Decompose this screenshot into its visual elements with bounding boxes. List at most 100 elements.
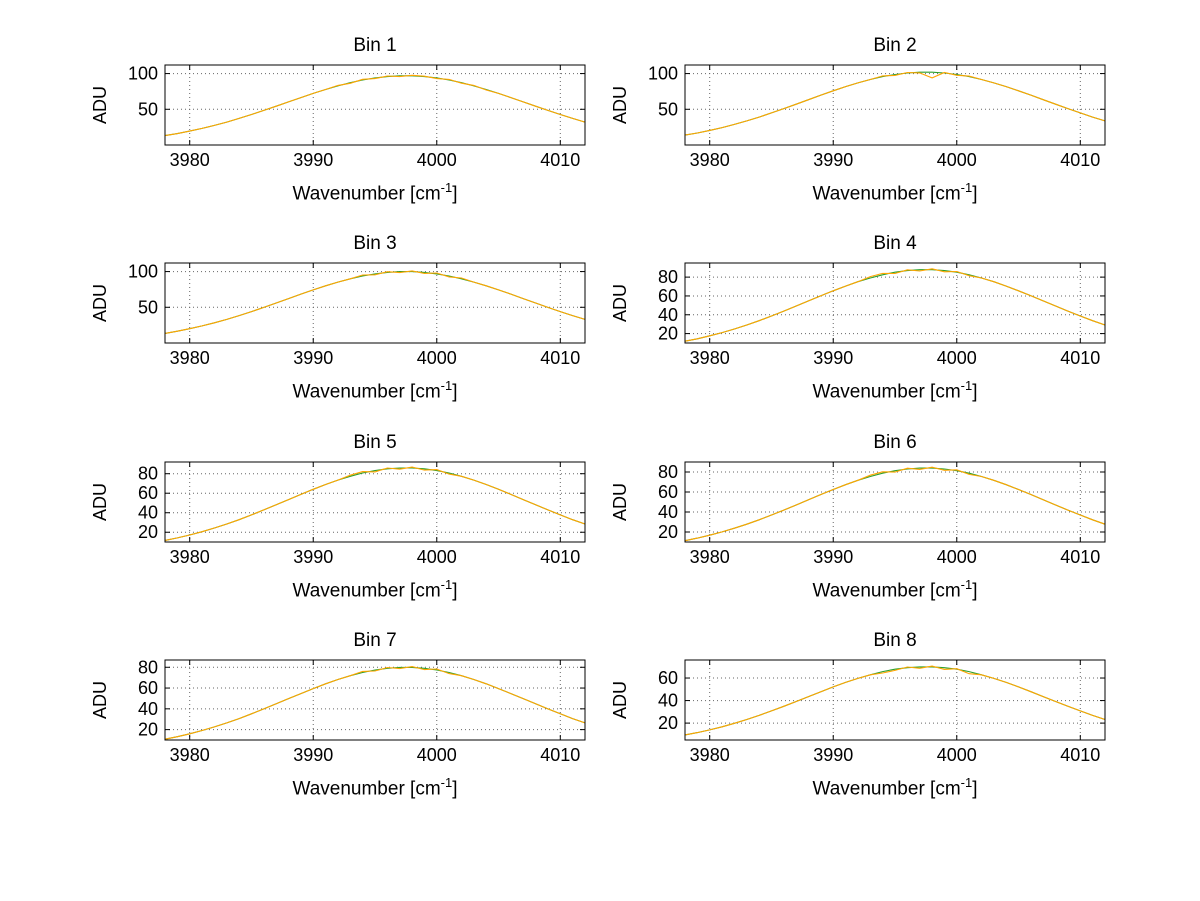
axes-box bbox=[164, 64, 586, 146]
axes-box bbox=[684, 461, 1106, 543]
x-tick-label: 3990 bbox=[813, 745, 853, 765]
x-tick-label: 4000 bbox=[937, 150, 977, 170]
series-line-2 bbox=[164, 74, 586, 137]
y-tick-label: 40 bbox=[138, 502, 158, 522]
series-line-1 bbox=[684, 71, 1106, 136]
x-tick-label: 3980 bbox=[690, 547, 730, 567]
x-tick-label: 3990 bbox=[293, 150, 333, 170]
y-tick-label: 60 bbox=[658, 668, 678, 688]
y-axis-label: ADU bbox=[610, 86, 630, 124]
grid-and-ticks: 3980 3990 4000 4010 50 100 bbox=[648, 64, 1105, 170]
x-tick-label: 4000 bbox=[417, 547, 457, 567]
series-line-2 bbox=[684, 71, 1106, 136]
y-axis-label: ADU bbox=[610, 681, 630, 719]
x-tick-label: 4000 bbox=[937, 745, 977, 765]
y-tick-label: 20 bbox=[658, 522, 678, 542]
subplot-bin-5: Bin 5 3980 3990 4000 4010 20 40 60 80 ADU Wavenu… bbox=[90, 431, 590, 603]
subplot-bin-1: Bin 1 3980 3990 4000 4010 50 100 ADU Wavenumbe… bbox=[90, 34, 590, 206]
x-tick-label: 3980 bbox=[690, 348, 730, 368]
x-axis-label-superscript: -1 bbox=[960, 774, 973, 790]
x-tick-label: 4000 bbox=[937, 348, 977, 368]
subplot-bin-3: Bin 3 3980 3990 4000 4010 50 100 ADU Wavenumbe… bbox=[90, 232, 590, 404]
y-tick-label: 60 bbox=[138, 678, 158, 698]
x-tick-label: 4000 bbox=[937, 547, 977, 567]
axes-box bbox=[684, 262, 1106, 344]
subplot-bin-4: Bin 4 3980 3990 4000 4010 20 40 60 80 ADU Wavenu… bbox=[610, 232, 1110, 404]
plot-title: Bin 6 bbox=[873, 431, 917, 453]
y-tick-label: 20 bbox=[138, 720, 158, 740]
plot-title: Bin 3 bbox=[353, 233, 397, 255]
y-tick-label: 80 bbox=[658, 462, 678, 482]
axes-box bbox=[164, 262, 586, 344]
axes-box bbox=[684, 659, 1106, 741]
series-line-1 bbox=[164, 75, 586, 137]
plot-title: Bin 7 bbox=[353, 629, 397, 651]
x-tick-label: 3990 bbox=[813, 348, 853, 368]
x-tick-label: 4000 bbox=[417, 150, 457, 170]
y-tick-label: 80 bbox=[138, 657, 158, 677]
x-axis-label: Wavenumber [cm-1] bbox=[292, 774, 458, 800]
y-tick-label: 40 bbox=[658, 691, 678, 711]
x-tick-label: 4010 bbox=[1060, 150, 1100, 170]
y-tick-label: 50 bbox=[658, 99, 678, 119]
y-tick-label: 50 bbox=[138, 99, 158, 119]
plot-canvas: 3980 3990 4000 4010 50 100 ADU bbox=[610, 64, 1106, 170]
x-axis-label: Wavenumber [cm-1] bbox=[292, 378, 458, 403]
x-tick-label: 3990 bbox=[293, 348, 333, 368]
series-line-1 bbox=[164, 666, 586, 740]
series-line-2 bbox=[164, 666, 586, 740]
y-tick-label: 60 bbox=[658, 482, 678, 502]
y-tick-label: 20 bbox=[138, 522, 158, 542]
x-tick-label: 4000 bbox=[417, 745, 457, 765]
x-axis-label: Wavenumber [cm-1] bbox=[812, 576, 978, 601]
plots-grid: Bin 1 3980 3990 4000 4010 50 100 ADU Wavenumbe… bbox=[90, 34, 1110, 801]
x-tick-label: 3990 bbox=[293, 745, 333, 765]
y-axis-label: ADU bbox=[90, 681, 110, 719]
x-axis-label: Wavenumber [cm-1] bbox=[292, 180, 458, 205]
plot-canvas: 3980 3990 4000 4010 50 100 ADU bbox=[90, 262, 586, 368]
series-line-2 bbox=[684, 268, 1106, 343]
x-axis-label: Wavenumber [cm-1] bbox=[812, 774, 978, 800]
x-tick-label: 4010 bbox=[1060, 348, 1100, 368]
axes-box bbox=[684, 64, 1106, 146]
axes-box bbox=[164, 659, 586, 741]
y-axis-label: ADU bbox=[610, 483, 630, 521]
axes-box bbox=[164, 461, 586, 543]
x-axis-label-superscript: -1 bbox=[440, 378, 453, 394]
x-axis-label-superscript: -1 bbox=[440, 576, 453, 592]
x-tick-label: 3990 bbox=[293, 547, 333, 567]
x-tick-label: 3980 bbox=[690, 745, 730, 765]
y-tick-label: 50 bbox=[138, 298, 158, 318]
x-tick-label: 4010 bbox=[540, 745, 580, 765]
y-tick-label: 20 bbox=[658, 713, 678, 733]
x-tick-label: 4000 bbox=[417, 348, 457, 368]
x-axis-label-superscript: -1 bbox=[960, 180, 973, 195]
x-axis-label: Wavenumber [cm-1] bbox=[812, 378, 978, 403]
x-tick-label: 3980 bbox=[170, 745, 210, 765]
y-tick-label: 40 bbox=[138, 699, 158, 719]
x-tick-label: 3990 bbox=[813, 150, 853, 170]
x-tick-label: 3990 bbox=[813, 547, 853, 567]
x-tick-label: 4010 bbox=[540, 547, 580, 567]
subplot-bin-2: Bin 2 3980 3990 4000 4010 50 100 ADU Wavenumbe… bbox=[610, 34, 1110, 206]
x-axis-label-superscript: -1 bbox=[440, 774, 453, 790]
subplot-bin-8: Bin 8 3980 3990 4000 4010 20 40 60 ADU Wavenumb… bbox=[610, 629, 1110, 801]
plot-title: Bin 4 bbox=[873, 233, 917, 255]
series-line-1 bbox=[684, 269, 1106, 343]
subplot-bin-6: Bin 6 3980 3990 4000 4010 20 40 60 80 ADU Wavenu… bbox=[610, 431, 1110, 603]
y-axis-label: ADU bbox=[610, 284, 630, 322]
x-axis-label-superscript: -1 bbox=[440, 180, 453, 195]
series-line-2 bbox=[684, 665, 1106, 736]
y-axis-label: ADU bbox=[90, 284, 110, 322]
subplot-bin-7: Bin 7 3980 3990 4000 4010 20 40 60 80 ADU Wavenu… bbox=[90, 629, 590, 801]
x-tick-label: 3980 bbox=[170, 150, 210, 170]
